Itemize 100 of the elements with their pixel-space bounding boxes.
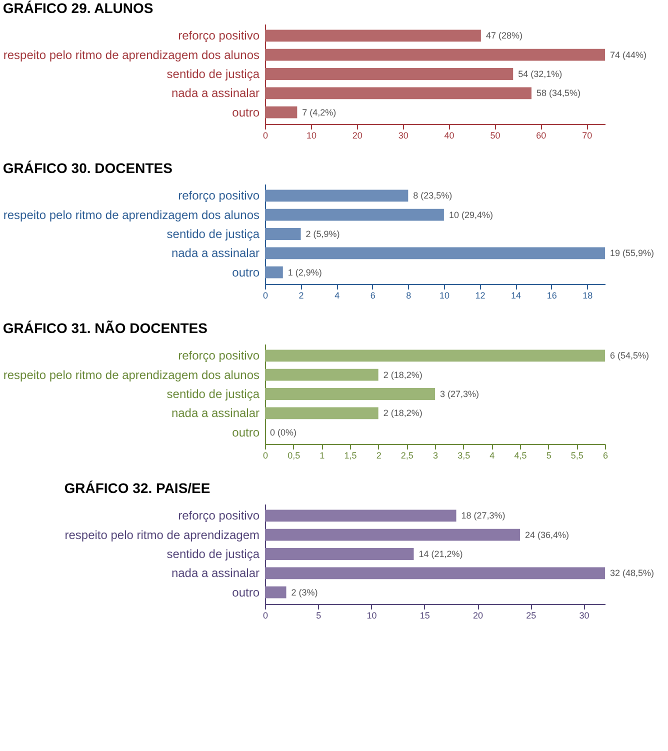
data-label: 1 (2,9%) (288, 267, 322, 278)
bar (265, 266, 283, 278)
bar (265, 407, 378, 420)
data-label: 58 (34,5%) (536, 88, 581, 98)
text: GRÁFICO 32. PAIS/EE (64, 480, 210, 496)
y-tick-label: nada a assinalar (171, 246, 260, 260)
data-label: 2 (3%) (291, 587, 318, 598)
bar (265, 368, 378, 381)
y-tick-label: reforço positivo (178, 348, 260, 363)
data-label: 32 (48,5%) (610, 568, 654, 578)
x-tick-label: 25 (526, 610, 536, 620)
x-tick-label: 10 (366, 610, 377, 620)
x-tick-label: 2 (298, 290, 304, 300)
x-tick-label: 14 (511, 290, 522, 300)
bar (265, 228, 301, 240)
bar (265, 528, 520, 541)
x-tick-label: 5 (546, 450, 552, 460)
x-tick-label: 0 (262, 290, 268, 300)
x-tick-label: 4,5 (514, 450, 527, 460)
x-tick-label: 60 (536, 130, 546, 140)
y-tick-label: reforço positivo (178, 508, 260, 523)
data-label: 2 (18,2%) (383, 370, 422, 380)
y-tick-label: respeito pelo ritmo de aprendizagem (64, 528, 260, 542)
x-tick-label: 3,5 (458, 450, 470, 460)
y-tick-label: respeito pelo ritmo de aprendizagem dos alunos (3, 208, 260, 222)
x-tick-label: 12 (475, 290, 486, 300)
data-label: 0 (0%) (270, 427, 297, 438)
x-tick-label: 20 (352, 130, 362, 140)
y-tick-label: sentido de justiça (166, 227, 260, 241)
y-tick-label: nada a assinalar (171, 86, 260, 100)
data-label: 7 (4,2%) (302, 107, 336, 118)
bar (265, 350, 605, 362)
data-label: 47 (28%) (486, 30, 522, 41)
y-tick-label: reforço positivo (178, 28, 260, 43)
x-tick-label: 8 (406, 290, 412, 300)
bar (265, 106, 298, 118)
y-tick-label: outro (232, 105, 260, 120)
data-label: 74 (44%) (610, 50, 647, 60)
x-tick-label: 5,5 (570, 450, 584, 460)
x-tick-label: 15 (420, 610, 430, 620)
data-label: 19 (55,9%) (610, 248, 654, 258)
data-label: 2 (18,2%) (383, 408, 422, 418)
y-tick-label: outro (232, 425, 260, 440)
data-label: 2 (5,9%) (306, 229, 340, 239)
bar (265, 510, 456, 522)
x-tick-label: 6 (370, 290, 376, 300)
y-tick-label: reforço positivo (178, 188, 260, 203)
x-tick-label: 20 (472, 610, 484, 620)
y-tick-label: nada a assinalar (171, 566, 260, 580)
y-tick-label: outro (232, 585, 260, 600)
x-tick-label: 6 (602, 450, 608, 460)
x-tick-label: 1 (320, 450, 325, 460)
x-tick-label: 70 (582, 130, 592, 140)
x-tick-label: 10 (439, 290, 450, 300)
y-tick-label: respeito pelo ritmo de aprendizagem dos alunos (3, 368, 260, 382)
y-tick-label: outro (232, 265, 260, 280)
x-tick-label: 50 (490, 130, 500, 140)
y-tick-label: sentido de justiça (166, 67, 260, 81)
bar (265, 30, 481, 42)
x-tick-label: 4 (334, 290, 340, 300)
x-tick-label: 18 (582, 290, 593, 300)
data-label: 3 (27,3%) (440, 389, 480, 399)
data-label: 18 (27,3%) (461, 510, 506, 521)
data-label: 54 (32,1%) (518, 69, 562, 79)
data-label: 8 (23,5%) (413, 190, 452, 201)
x-tick-label: 0 (262, 450, 268, 460)
x-tick-label: 4 (490, 450, 495, 460)
y-tick-label: nada a assinalar (171, 406, 260, 420)
bar (265, 68, 514, 80)
text: GRÁFICO 29. ALUNOS (2, 0, 154, 16)
x-tick-label: 0 (262, 130, 268, 140)
bar (265, 247, 605, 260)
data-label: 14 (21,2%) (418, 549, 463, 559)
data-label: 6 (54,5%) (610, 350, 650, 361)
bar (265, 190, 408, 202)
x-tick-label: 0 (262, 610, 268, 620)
x-tick-label: 30 (579, 610, 590, 620)
data-label: 24 (36,4%) (525, 530, 570, 540)
data-label: 10 (29,4%) (448, 210, 493, 220)
x-tick-label: 30 (398, 130, 408, 140)
x-tick-label: 0,5 (288, 450, 300, 460)
x-tick-label: 1,5 (344, 450, 357, 460)
bar (265, 586, 286, 598)
bar (265, 48, 605, 61)
bar (265, 548, 414, 560)
x-tick-label: 2 (376, 450, 382, 460)
x-tick-label: 16 (546, 290, 557, 300)
bar (265, 567, 605, 580)
y-tick-label: sentido de justiça (166, 547, 260, 561)
y-tick-label: respeito pelo ritmo de aprendizagem dos alunos (3, 48, 260, 62)
x-tick-label: 5 (316, 610, 322, 620)
x-tick-label: 2,5 (400, 450, 414, 460)
x-tick-label: 40 (444, 130, 454, 140)
bar (265, 208, 444, 221)
text: GRÁFICO 31. NÃO DOCENTES (2, 320, 208, 336)
bar (265, 87, 532, 100)
bar (265, 388, 435, 400)
x-tick-label: 10 (306, 130, 316, 140)
y-tick-label: sentido de justiça (166, 387, 260, 401)
x-tick-label: 3 (432, 450, 438, 460)
